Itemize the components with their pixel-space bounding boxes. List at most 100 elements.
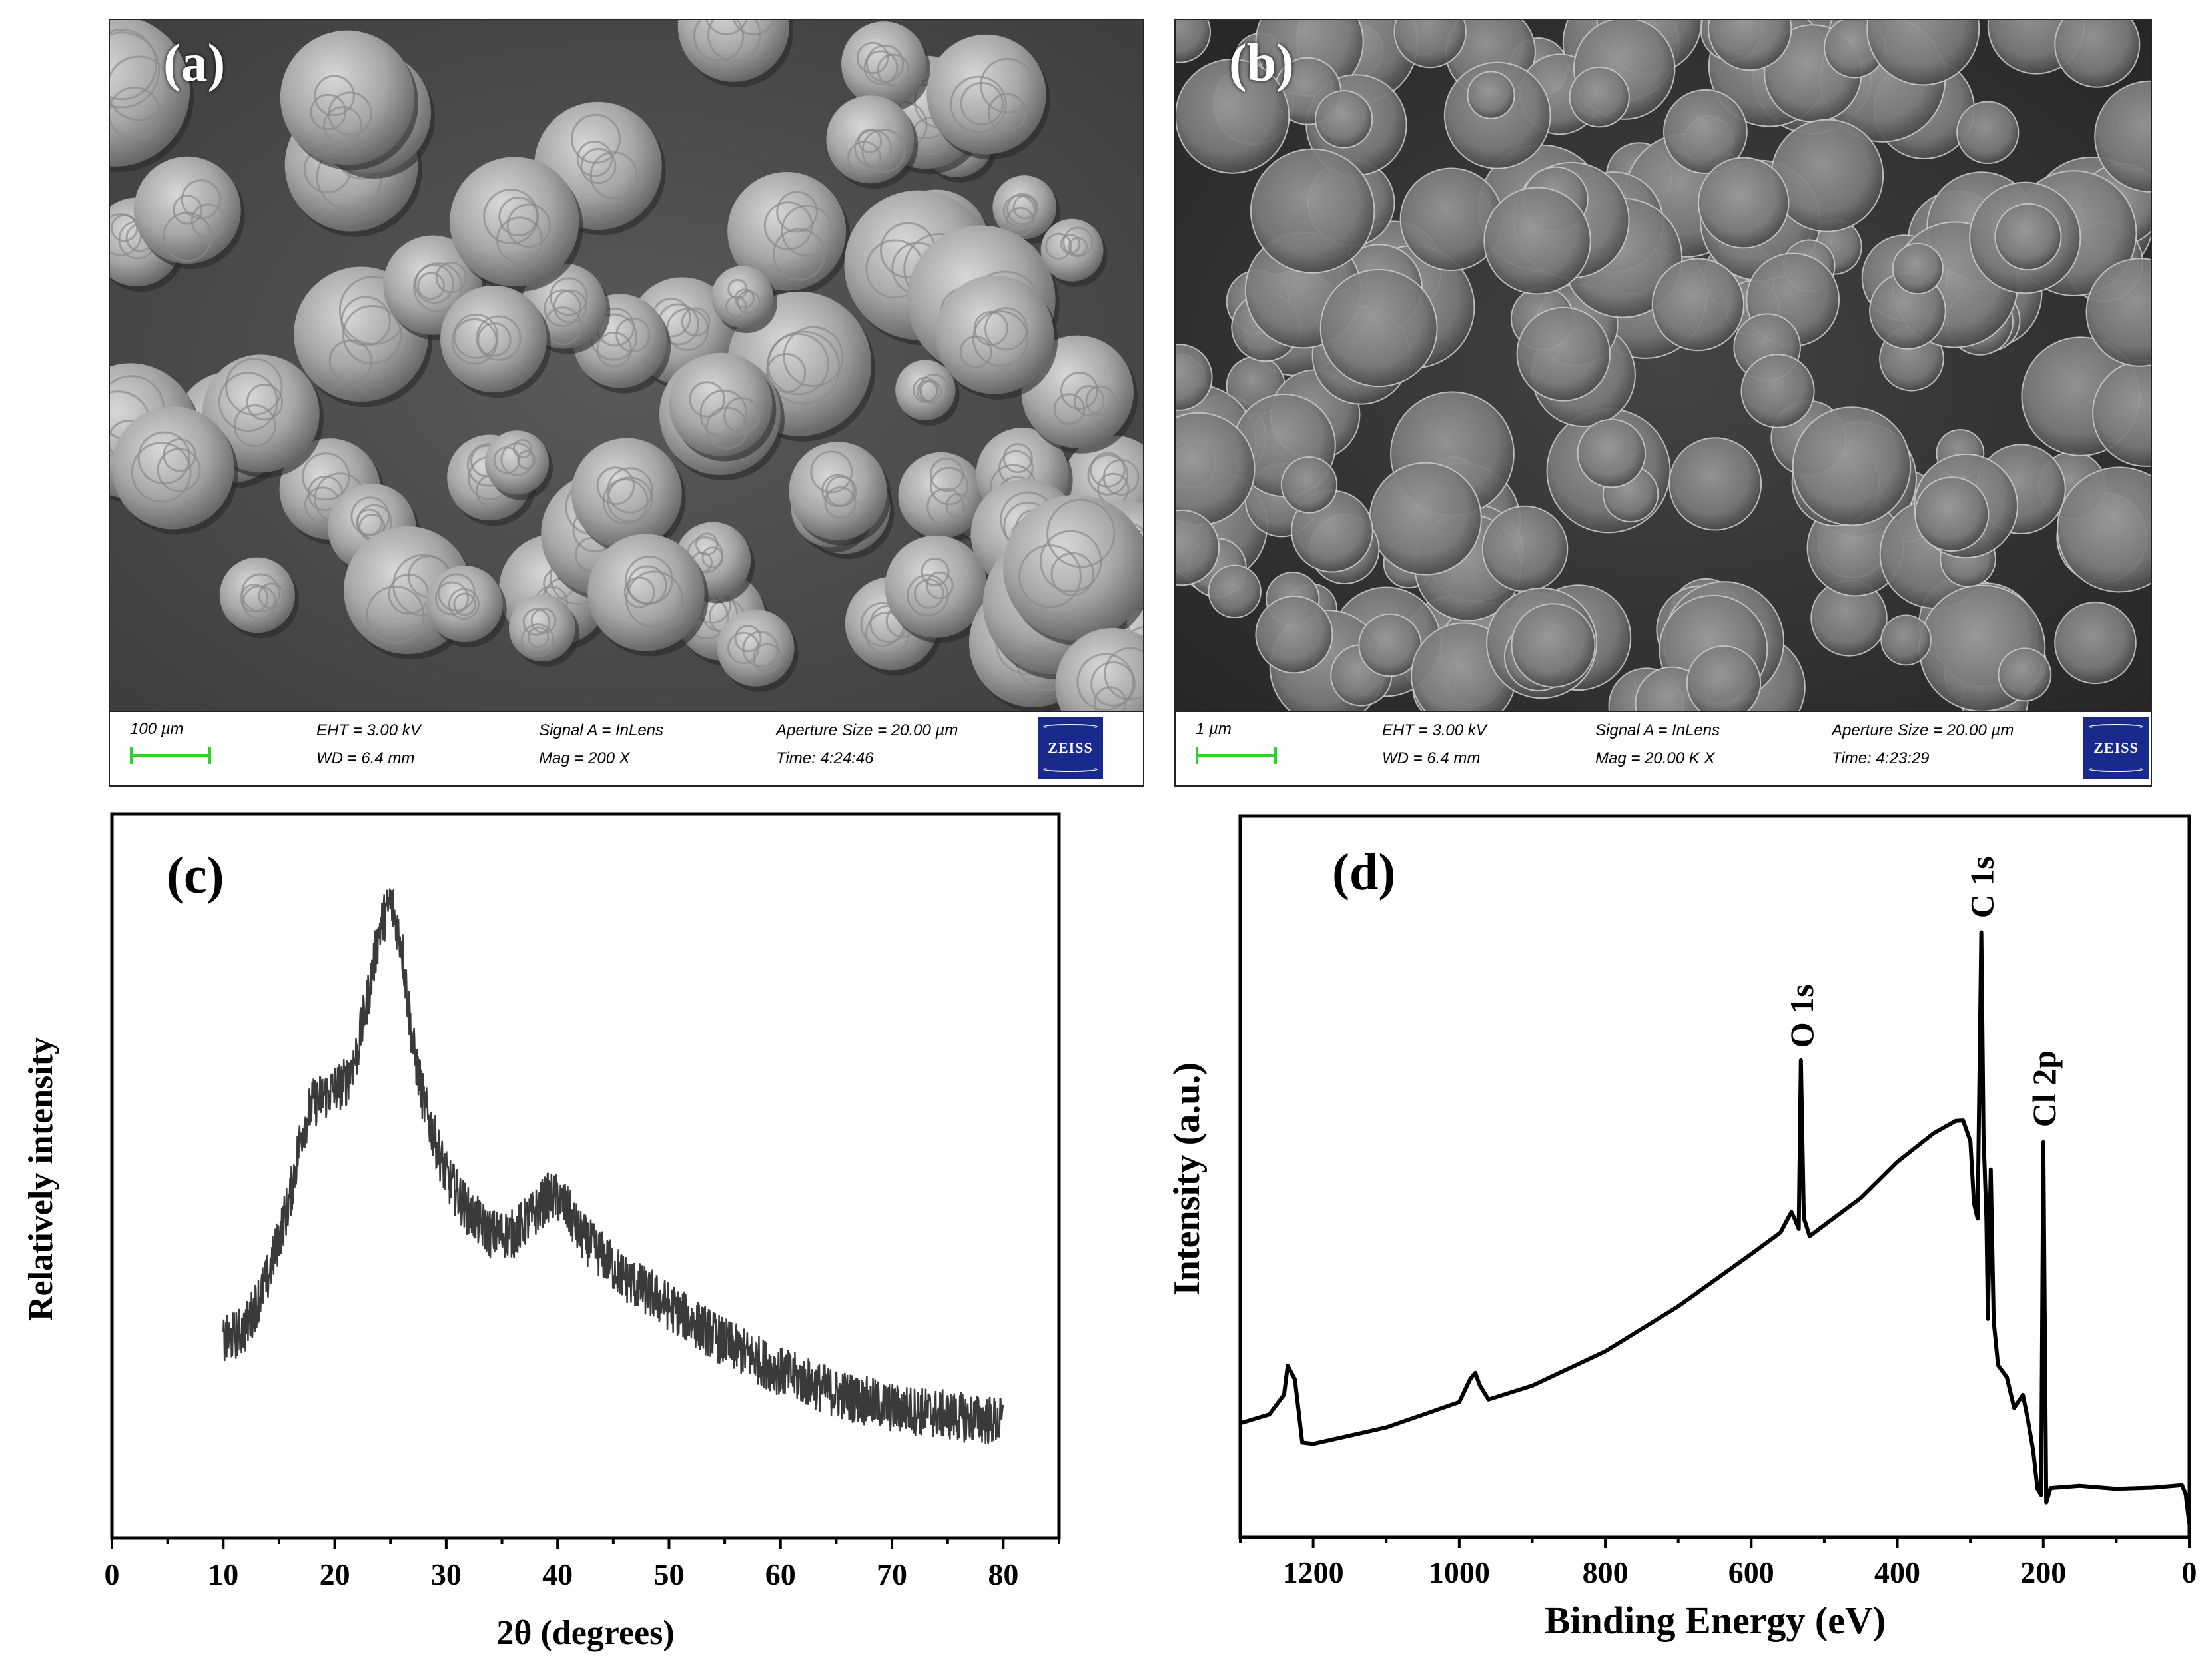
sem-particle bbox=[440, 285, 551, 398]
sem-particle bbox=[826, 95, 919, 189]
sem-particle bbox=[935, 275, 1058, 400]
sem-surface-grain bbox=[1481, 505, 1569, 592]
sem-particle bbox=[202, 354, 324, 478]
xrd-x-tick-label: 40 bbox=[542, 1557, 573, 1591]
sem-surface-grain bbox=[1467, 71, 1515, 119]
sem-surface-grain bbox=[1792, 406, 1912, 526]
xrd-x-tick-label: 10 bbox=[208, 1557, 238, 1591]
zeiss-logo-b: ZEISS bbox=[2083, 717, 2149, 779]
sem-particle bbox=[219, 557, 299, 639]
sem-particle bbox=[992, 175, 1061, 245]
xrd-y-axis-label: Relatively intensity bbox=[22, 1037, 60, 1321]
sem-surface-grain bbox=[1914, 476, 1990, 552]
xrd-x-tick-label: 20 bbox=[320, 1557, 350, 1591]
sem-surface-grain bbox=[1255, 596, 1333, 674]
sem-surface-grain bbox=[1892, 242, 1944, 295]
sem-surface-grain bbox=[1770, 119, 1884, 232]
sem-surface-grain bbox=[1280, 456, 1338, 514]
sem-particle bbox=[727, 172, 851, 296]
xrd-panel-label: (c) bbox=[167, 846, 224, 904]
xps-peak-label: C 1s bbox=[1964, 856, 2001, 918]
xrd-x-axis-label: 2θ (degrees) bbox=[496, 1614, 674, 1652]
xrd-x-ticks bbox=[111, 1538, 1060, 1549]
sem-surface-grain bbox=[1708, 20, 1792, 71]
xps-peak-annotations: O 1s C 1s Cl 2p bbox=[1783, 856, 2063, 1127]
sem-surface-grain bbox=[1998, 647, 2052, 702]
xrd-x-tick-label: 0 bbox=[105, 1557, 120, 1591]
sem-surface-grain bbox=[1569, 66, 1630, 128]
scale-label-b: 1 µm bbox=[1196, 720, 1232, 738]
sem-surface-grain bbox=[1176, 20, 1211, 63]
sem-surface-grain bbox=[1686, 645, 1762, 713]
sem-surface-grain bbox=[1319, 268, 1438, 388]
signal-b: Signal A = InLens bbox=[1595, 721, 1720, 739]
xps-series-line bbox=[1240, 930, 2191, 1525]
eht-a: EHT = 3.00 kV bbox=[316, 721, 421, 739]
sem-surface-grain bbox=[1651, 258, 1745, 352]
sem-surface-grain bbox=[1880, 614, 1932, 666]
sem-particle bbox=[508, 594, 579, 667]
sem-particle bbox=[571, 438, 686, 554]
time-b: Time: 4:23:29 bbox=[1832, 749, 1930, 767]
sem-micrograph-particles bbox=[110, 20, 1143, 713]
sem-particle bbox=[426, 566, 507, 648]
time-a: Time: 4:24:46 bbox=[776, 749, 874, 767]
sem-surface-grain bbox=[2094, 80, 2151, 193]
xps-x-tick-label: 200 bbox=[2020, 1555, 2066, 1589]
sem-surface-grain bbox=[1663, 89, 1748, 175]
sem-surface-grain bbox=[1511, 603, 1596, 688]
sem-databar-b: 1 µm EHT = 3.00 kV WD = 6.4 mm Signal A … bbox=[1176, 711, 2151, 785]
sem-surface-grain bbox=[2085, 258, 2151, 367]
sem-surface-grain bbox=[1698, 157, 1790, 249]
panel-label-a: (a) bbox=[163, 34, 226, 93]
sem-surface-grain bbox=[1176, 509, 1220, 586]
xps-panel-label: (d) bbox=[1332, 843, 1395, 901]
sem-image-a bbox=[110, 20, 1143, 713]
xps-x-tick-label: 800 bbox=[1583, 1555, 1629, 1589]
xrd-x-tick-label: 30 bbox=[431, 1557, 462, 1591]
xrd-x-tick-label: 70 bbox=[877, 1557, 907, 1591]
scale-label-a: 100 µm bbox=[130, 720, 184, 738]
sem-particle bbox=[789, 442, 891, 546]
sem-surface-grain bbox=[1483, 187, 1591, 295]
sem-surface-grain bbox=[1176, 344, 1213, 411]
sem-particle bbox=[450, 157, 583, 292]
sem-surface-grain bbox=[1250, 148, 1375, 274]
xrd-x-tick-label: 60 bbox=[765, 1557, 796, 1591]
wd-b: WD = 6.4 mm bbox=[1382, 749, 1481, 767]
xrd-x-tick-labels: 0 10 20 30 40 50 60 70 80 bbox=[105, 1557, 1019, 1591]
sem-panel-a: (a) 100 µm EHT = 3.00 kV WD = 6.4 mm Sig… bbox=[109, 19, 1144, 787]
sem-surface-grain bbox=[2054, 20, 2141, 88]
sem-particle bbox=[711, 266, 778, 334]
sem-particle bbox=[898, 452, 988, 544]
sem-particle bbox=[485, 430, 553, 500]
xps-x-tick-label: 600 bbox=[1728, 1555, 1774, 1589]
sem-surface-grain bbox=[1176, 58, 1290, 174]
signal-a: Signal A = InLens bbox=[539, 721, 664, 739]
mag-b: Mag = 20.00 K X bbox=[1595, 749, 1715, 767]
sem-databar-a: 100 µm EHT = 3.00 kV WD = 6.4 mm Signal … bbox=[110, 711, 1143, 785]
xps-plot-frame bbox=[1238, 814, 2191, 1539]
xrd-x-tick-label: 80 bbox=[988, 1557, 1018, 1591]
panel-label-b: (b) bbox=[1229, 34, 1294, 93]
sem-particle bbox=[1003, 494, 1143, 646]
sem-surface-grain bbox=[1208, 564, 1262, 619]
sem-particle bbox=[280, 30, 419, 171]
xps-x-tick-label: 1200 bbox=[1283, 1555, 1344, 1589]
sem-surface-grain bbox=[1740, 354, 1815, 428]
sem-surface-grain bbox=[1994, 203, 2062, 271]
xps-x-tick-label: 0 bbox=[2182, 1555, 2197, 1589]
xrd-x-tick-label: 50 bbox=[653, 1557, 684, 1591]
xps-peak-label: Cl 2p bbox=[2026, 1050, 2063, 1127]
sem-surface-grain bbox=[2054, 602, 2137, 685]
xps-peak-label: O 1s bbox=[1783, 984, 1820, 1048]
sem-panel-b: (b) 1 µm EHT = 3.00 kV WD = 6.4 mm Signa… bbox=[1174, 19, 2152, 787]
sem-surface-grain bbox=[1516, 306, 1611, 402]
sem-particle bbox=[677, 20, 794, 87]
sem-surface-grain bbox=[2057, 466, 2151, 593]
sem-particle bbox=[717, 609, 799, 692]
sem-image-b bbox=[1176, 20, 2151, 713]
sem-particle bbox=[1055, 627, 1143, 713]
sem-surface-grain bbox=[1393, 20, 1467, 69]
